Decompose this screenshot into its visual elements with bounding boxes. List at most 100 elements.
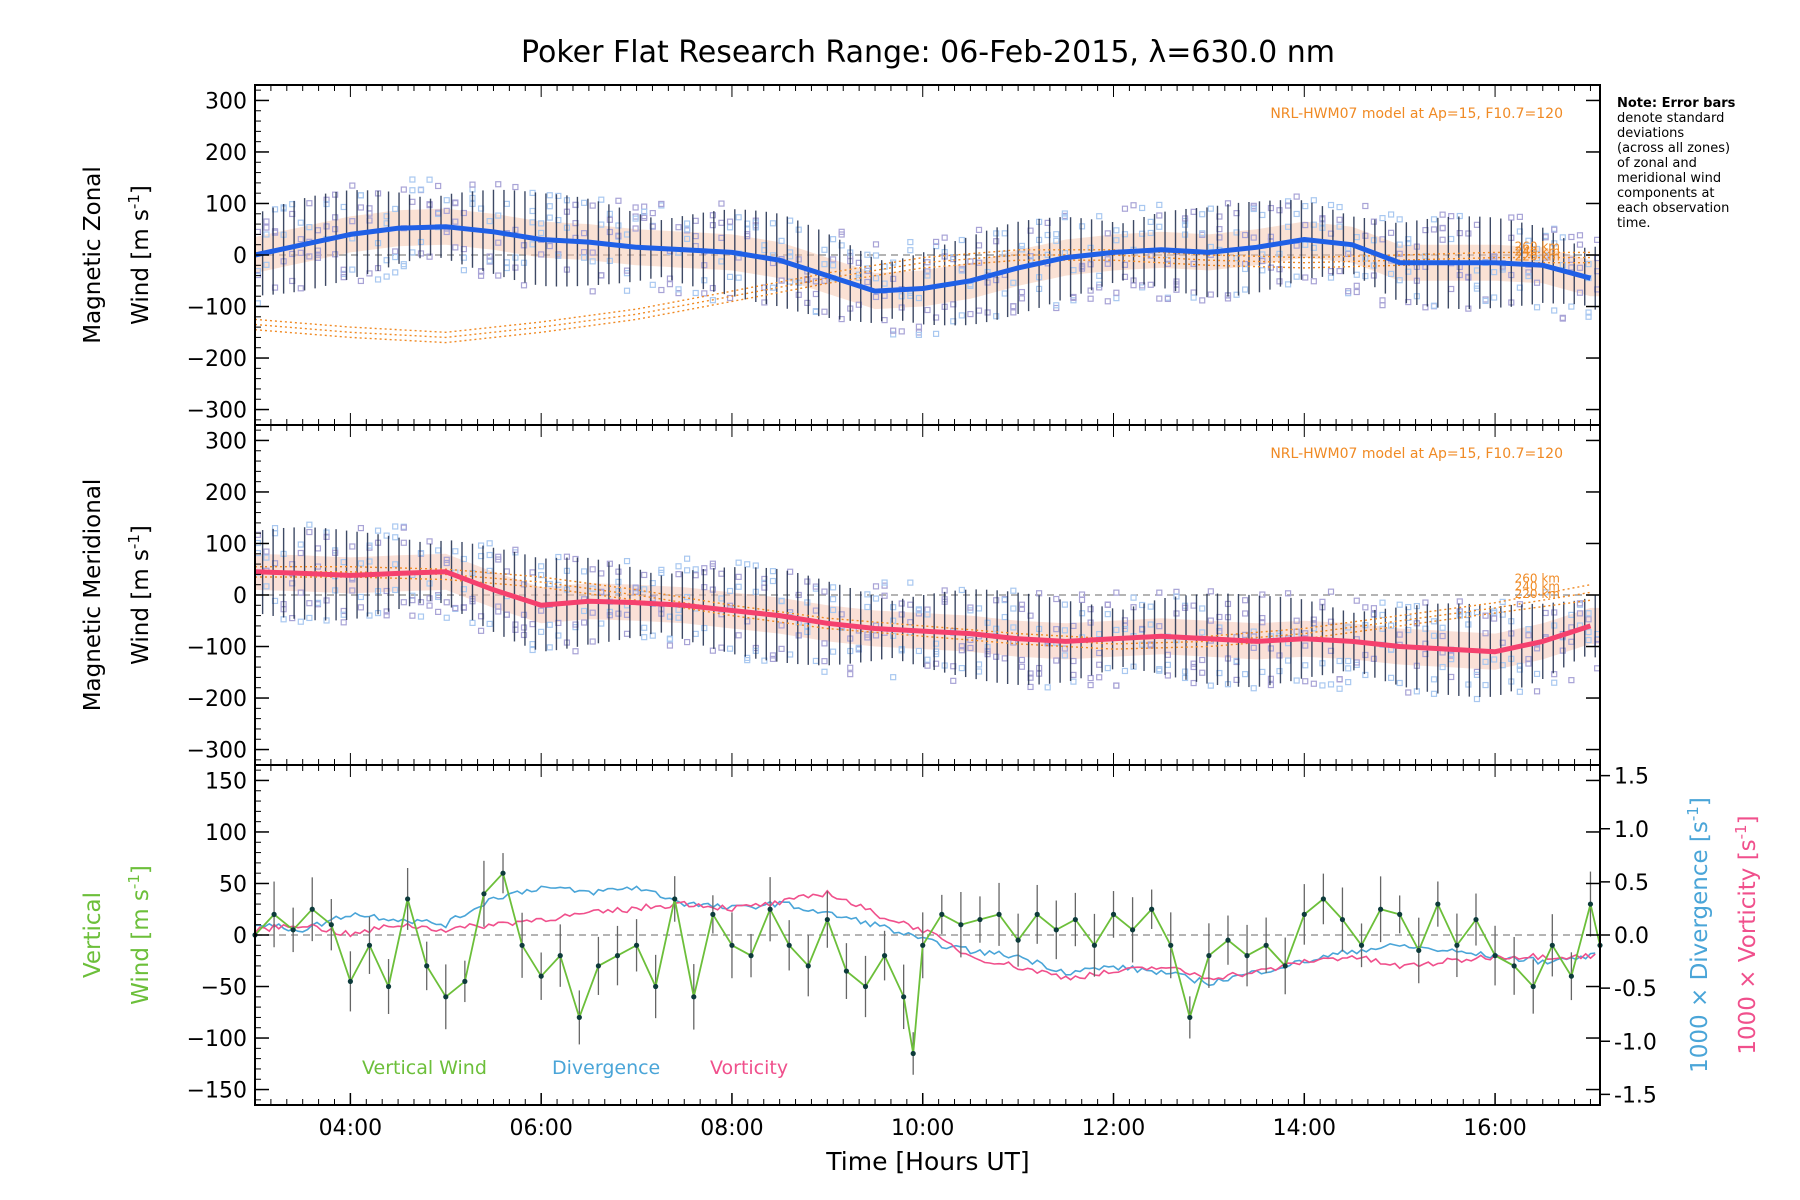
meridional-scatter-point (520, 624, 528, 631)
zonal-scatter-point (1087, 261, 1094, 268)
zonal-scatter-point (649, 281, 656, 288)
meridional-scatter-point (546, 580, 553, 588)
zonal-scatter-point (838, 228, 845, 235)
y2-tick-label: 1.5 (1614, 765, 1649, 790)
zonal-scatter-point (1053, 237, 1060, 244)
meridional-scatter-point (1362, 651, 1369, 659)
zonal-scatter-point (1104, 260, 1111, 267)
zonal-scatter-point (898, 293, 905, 300)
zonal-scatter-point (821, 277, 828, 284)
zonal-scatter-point (486, 218, 493, 225)
zonal-scatter-point (409, 187, 416, 194)
meridional-scatter-point (872, 632, 880, 639)
zonal-scatter-point (1061, 210, 1068, 217)
zonal-scatter-point (452, 218, 459, 225)
meridional-scatter-point (332, 587, 339, 594)
meridional-scatter-point (1001, 655, 1008, 662)
meridional-scatter-point (958, 647, 965, 654)
zonal-scatter-point (769, 284, 777, 291)
zonal-scatter-point (297, 236, 304, 243)
zonal-scatter-point (615, 232, 622, 239)
vertical-wind-point (1091, 942, 1098, 948)
vertical-wind-point (1530, 983, 1536, 990)
meridional-scatter-point (263, 583, 270, 590)
zonal-scatter-point (306, 200, 313, 207)
meridional-scatter-point (1190, 679, 1197, 687)
meridional-scatter-point (666, 642, 674, 649)
zonal-scatter-point (975, 226, 983, 234)
zonal-scatter-point (675, 224, 682, 231)
vertical-wind-point (633, 942, 640, 948)
meridional-scatter-point (684, 567, 691, 574)
note-line: time. (1617, 216, 1651, 231)
zonal-scatter-point (1199, 297, 1206, 304)
meridional-scatter-point (821, 658, 828, 665)
meridional-scatter-point (598, 620, 605, 627)
meridional-scatter-point (684, 638, 691, 646)
zonal-scatter-point (615, 222, 622, 229)
zonal-scatter-point (1293, 273, 1300, 280)
meridional-scatter-point (1250, 644, 1257, 651)
zonal-scatter-point (984, 279, 991, 286)
zonal-scatter-point (907, 247, 914, 254)
divergence-line (254, 885, 1596, 987)
vertical-wind-point (1435, 901, 1441, 907)
vertical-wind-point (1492, 953, 1498, 959)
note-line: (across all zones) (1617, 141, 1730, 156)
y2-tick-label: -1.5 (1614, 1083, 1657, 1108)
meridional-scatter-point (1070, 671, 1077, 679)
vertical-wind-point (462, 978, 468, 984)
meridional-scatter-point (1061, 645, 1068, 652)
zonal-scatter-point (349, 182, 356, 189)
meridional-scatter-point (1533, 688, 1541, 695)
meridional-scatter-point (1568, 677, 1575, 684)
zonal-scatter-point (872, 252, 880, 259)
zonal-scatter-point (1096, 272, 1103, 279)
zonal-scatter-point (675, 286, 682, 293)
meridional-scatter-point (1173, 593, 1180, 600)
zonal-scatter-point (589, 258, 596, 265)
vertical-wind-point (405, 896, 411, 902)
meridional-scatter-point (1147, 603, 1154, 610)
meridional-scatter-point (606, 608, 613, 615)
zonal-scatter-point (890, 327, 897, 334)
zonal-scatter-point (1121, 205, 1129, 212)
meridional-scatter-point (306, 614, 313, 622)
meridional-scatter-point (426, 595, 433, 602)
vertical-wind-point (1053, 927, 1059, 933)
zonal-scatter-point (1242, 286, 1249, 293)
meridional-scatter-point (392, 586, 399, 594)
vertical-ylabel: Vertical Wind [m s-1] (80, 865, 154, 1005)
meridional-scatter-point (821, 588, 828, 595)
meridional-scatter-point (1448, 673, 1455, 681)
zonal-scatter-point (1525, 272, 1532, 280)
meridional-scatter-point (787, 651, 794, 658)
meridional-scatter-point (297, 618, 304, 625)
meridional-scatter-point (890, 604, 897, 611)
meridional-scatter-point (1465, 611, 1472, 619)
zonal-scatter-point (1482, 296, 1489, 303)
meridional-scatter-point (915, 606, 923, 613)
vertical-wind-point (1244, 953, 1250, 959)
zonal-scatter-point (1164, 295, 1171, 303)
meridional-scatter-point (1585, 610, 1592, 617)
vertical-wind-point (271, 911, 277, 917)
zonal-scatter-point (1250, 202, 1257, 209)
meridional-scatter-point (1533, 670, 1541, 678)
meridional-scatter-point (512, 546, 519, 553)
zonal-scatter-point (297, 249, 304, 256)
zonal-scatter-point (1139, 204, 1146, 212)
meridional-scatter-point (426, 602, 433, 609)
zonal-scatter-point (512, 183, 519, 191)
meridional-scatter-point (718, 570, 725, 577)
meridional-scatter-point (1156, 667, 1163, 674)
zonal-scatter-point (1379, 297, 1386, 304)
note-line: of zonal and (1617, 156, 1697, 171)
meridional-scatter-point (967, 644, 974, 652)
meridional-scatter-point (907, 579, 914, 586)
zonal-scatter-point (658, 200, 665, 208)
zonal-scatter-point (821, 261, 828, 268)
zonal-scatter-point (1113, 289, 1120, 296)
